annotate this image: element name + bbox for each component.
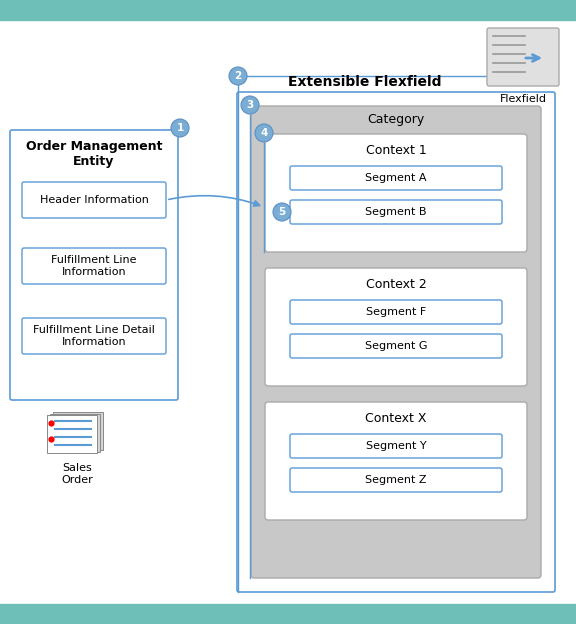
Circle shape bbox=[273, 203, 291, 221]
FancyBboxPatch shape bbox=[47, 415, 97, 453]
Text: Category: Category bbox=[367, 114, 425, 127]
FancyBboxPatch shape bbox=[290, 166, 502, 190]
Text: 4: 4 bbox=[260, 128, 268, 138]
Text: 1: 1 bbox=[176, 123, 184, 133]
Text: 2: 2 bbox=[234, 71, 241, 81]
Text: Fulfillment Line Detail
Information: Fulfillment Line Detail Information bbox=[33, 325, 155, 347]
FancyBboxPatch shape bbox=[251, 106, 541, 578]
Circle shape bbox=[255, 124, 273, 142]
Text: Segment Z: Segment Z bbox=[365, 475, 427, 485]
Text: Segment B: Segment B bbox=[365, 207, 427, 217]
FancyBboxPatch shape bbox=[487, 28, 559, 86]
FancyBboxPatch shape bbox=[10, 130, 178, 400]
Text: Context 2: Context 2 bbox=[366, 278, 426, 291]
Text: Segment G: Segment G bbox=[365, 341, 427, 351]
FancyBboxPatch shape bbox=[290, 334, 502, 358]
FancyBboxPatch shape bbox=[50, 414, 100, 452]
FancyBboxPatch shape bbox=[22, 318, 166, 354]
Text: Segment F: Segment F bbox=[366, 307, 426, 317]
Text: Fulfillment Line
Information: Fulfillment Line Information bbox=[51, 255, 137, 277]
FancyBboxPatch shape bbox=[290, 200, 502, 224]
Circle shape bbox=[229, 67, 247, 85]
Text: Segment Y: Segment Y bbox=[366, 441, 426, 451]
FancyBboxPatch shape bbox=[53, 412, 103, 450]
Text: 5: 5 bbox=[278, 207, 286, 217]
Text: Extensible Flexfield: Extensible Flexfield bbox=[288, 75, 442, 89]
FancyBboxPatch shape bbox=[22, 248, 166, 284]
FancyBboxPatch shape bbox=[265, 268, 527, 386]
Bar bbox=[0, 604, 576, 624]
FancyBboxPatch shape bbox=[290, 300, 502, 324]
Text: Segment A: Segment A bbox=[365, 173, 427, 183]
Text: 3: 3 bbox=[247, 100, 253, 110]
Circle shape bbox=[171, 119, 189, 137]
Bar bbox=[0, 0, 576, 20]
FancyBboxPatch shape bbox=[290, 434, 502, 458]
Text: Header Information: Header Information bbox=[40, 195, 149, 205]
Text: Flexfield: Flexfield bbox=[499, 94, 547, 104]
FancyBboxPatch shape bbox=[265, 134, 527, 252]
FancyBboxPatch shape bbox=[265, 402, 527, 520]
Circle shape bbox=[241, 96, 259, 114]
Text: Context 1: Context 1 bbox=[366, 144, 426, 157]
Text: Context X: Context X bbox=[365, 411, 427, 424]
Text: Sales
Order: Sales Order bbox=[61, 463, 93, 485]
FancyBboxPatch shape bbox=[22, 182, 166, 218]
FancyBboxPatch shape bbox=[237, 92, 555, 592]
FancyBboxPatch shape bbox=[290, 468, 502, 492]
Text: Order Management
Entity: Order Management Entity bbox=[26, 140, 162, 168]
